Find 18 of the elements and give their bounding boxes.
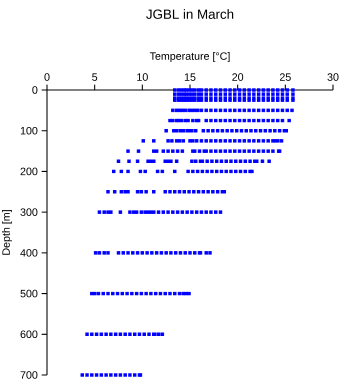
y-axis-title: Depth [m] <box>2 210 12 255</box>
y-tick-label: 400 <box>20 249 38 257</box>
x-tick-label: 25 <box>280 73 291 81</box>
x-tick-label: 30 <box>327 73 339 81</box>
x-tick-label: 5 <box>92 73 98 81</box>
x-axis-title: Temperature [°C] <box>150 52 230 62</box>
x-tick-label: 20 <box>232 73 244 81</box>
y-tick-label: 700 <box>20 371 38 379</box>
y-tick-label: 600 <box>20 330 38 338</box>
y-tick-label: 300 <box>20 208 38 216</box>
chart-title: JGBL in March <box>146 9 234 19</box>
y-tick-label: 100 <box>20 126 38 134</box>
x-tick-label: 0 <box>44 73 50 81</box>
y-tick-label: 500 <box>20 290 38 298</box>
x-tick-label: 15 <box>184 73 196 81</box>
y-tick-label: 200 <box>20 168 38 176</box>
x-tick-label: 10 <box>137 73 148 81</box>
y-tick-label: 0 <box>32 86 38 94</box>
